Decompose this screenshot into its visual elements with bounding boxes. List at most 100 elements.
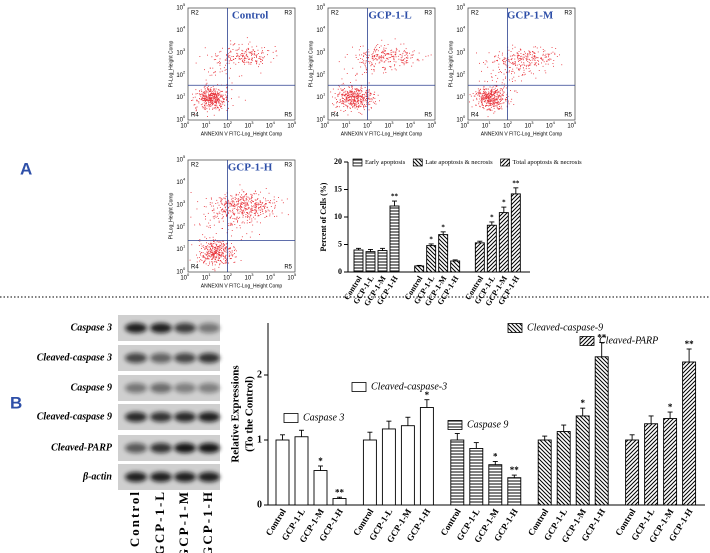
event-dot	[214, 249, 215, 250]
event-dot	[219, 255, 220, 256]
event-dot	[499, 104, 500, 105]
event-dot	[230, 202, 231, 203]
event-dot	[251, 52, 252, 53]
event-dot	[557, 56, 558, 57]
event-dot	[218, 89, 219, 90]
event-dot	[482, 93, 483, 94]
event-dot	[204, 69, 205, 70]
event-dot	[206, 103, 207, 104]
event-dot	[216, 244, 217, 245]
bar	[276, 440, 289, 505]
bar	[487, 225, 496, 272]
event-dot	[356, 55, 357, 56]
event-dot	[520, 68, 521, 69]
event-dot	[366, 91, 367, 92]
event-dot	[218, 248, 219, 249]
event-dot	[199, 94, 200, 95]
event-dot	[484, 97, 485, 98]
event-dot	[503, 79, 504, 80]
event-dot	[261, 47, 262, 48]
event-dot	[479, 94, 480, 95]
event-dot	[526, 66, 527, 67]
event-dot	[545, 57, 546, 58]
event-dot	[488, 103, 489, 104]
event-dot	[394, 52, 395, 53]
event-dot	[216, 108, 217, 109]
event-dot	[419, 53, 420, 54]
blot-band	[150, 443, 172, 453]
event-dot	[248, 207, 249, 208]
event-dot	[245, 216, 246, 217]
event-dot	[216, 245, 217, 246]
event-dot	[407, 53, 408, 54]
x-tick-exponent: 0	[327, 120, 330, 125]
event-dot	[242, 213, 243, 214]
x-tick-exponent: 0	[187, 120, 190, 125]
event-dot	[388, 44, 389, 45]
event-dot	[243, 197, 244, 198]
event-dot	[204, 91, 205, 92]
event-dot	[230, 44, 231, 45]
event-dot	[240, 203, 241, 204]
event-dot	[213, 243, 214, 244]
event-dot	[196, 110, 197, 111]
event-dot	[493, 106, 494, 107]
event-dot	[191, 100, 192, 101]
event-dot	[233, 49, 234, 50]
event-dot	[261, 207, 262, 208]
event-dot	[339, 106, 340, 107]
event-dot	[482, 94, 483, 95]
event-dot	[240, 227, 241, 228]
event-dot	[524, 70, 525, 71]
event-dot	[231, 98, 232, 99]
event-dot	[229, 52, 230, 53]
event-dot	[405, 61, 406, 62]
event-dot	[223, 259, 224, 260]
event-dot	[256, 200, 257, 201]
event-dot	[366, 93, 367, 94]
event-dot	[523, 57, 524, 58]
event-dot	[351, 97, 352, 98]
event-dot	[209, 106, 210, 107]
x-tick-exponent: 4	[273, 120, 276, 125]
event-dot	[208, 92, 209, 93]
event-dot	[262, 60, 263, 61]
event-dot	[371, 98, 372, 99]
event-dot	[226, 248, 227, 249]
event-dot	[342, 98, 343, 99]
event-dot	[215, 97, 216, 98]
event-dot	[487, 67, 488, 68]
legend-swatch	[352, 383, 366, 392]
event-dot	[374, 71, 375, 72]
event-dot	[492, 100, 493, 101]
event-dot	[219, 110, 220, 111]
event-dot	[548, 64, 549, 65]
plot-title: GCP-1-H	[228, 162, 273, 174]
event-dot	[364, 94, 365, 95]
bar	[378, 251, 387, 272]
event-dot	[258, 53, 259, 54]
event-dot	[212, 252, 213, 253]
event-dot	[490, 99, 491, 100]
event-dot	[353, 100, 354, 101]
event-dot	[225, 263, 226, 264]
event-dot	[484, 94, 485, 95]
event-dot	[225, 198, 226, 199]
event-dot	[233, 45, 234, 46]
event-dot	[212, 104, 213, 105]
quadrant-label: R2	[191, 163, 199, 169]
event-dot	[502, 60, 503, 61]
event-dot	[206, 91, 207, 92]
event-dot	[350, 103, 351, 104]
event-dot	[537, 48, 538, 49]
significance-mark: **	[510, 465, 520, 475]
event-dot	[226, 262, 227, 263]
event-dot	[215, 55, 216, 56]
event-dot	[498, 95, 499, 96]
event-dot	[205, 257, 206, 258]
bar	[295, 437, 308, 505]
event-dot	[239, 44, 240, 45]
event-dot	[365, 66, 366, 67]
event-dot	[234, 253, 235, 254]
event-dot	[206, 102, 207, 103]
